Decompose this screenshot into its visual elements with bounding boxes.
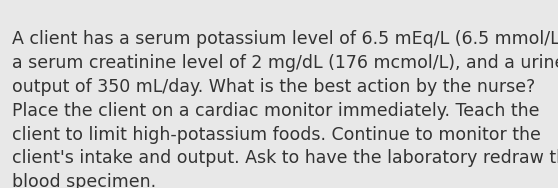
Text: A client has a serum potassium level of 6.5 mEq/L (6.5 mmol/L),
a serum creatini: A client has a serum potassium level of … [12, 30, 558, 188]
